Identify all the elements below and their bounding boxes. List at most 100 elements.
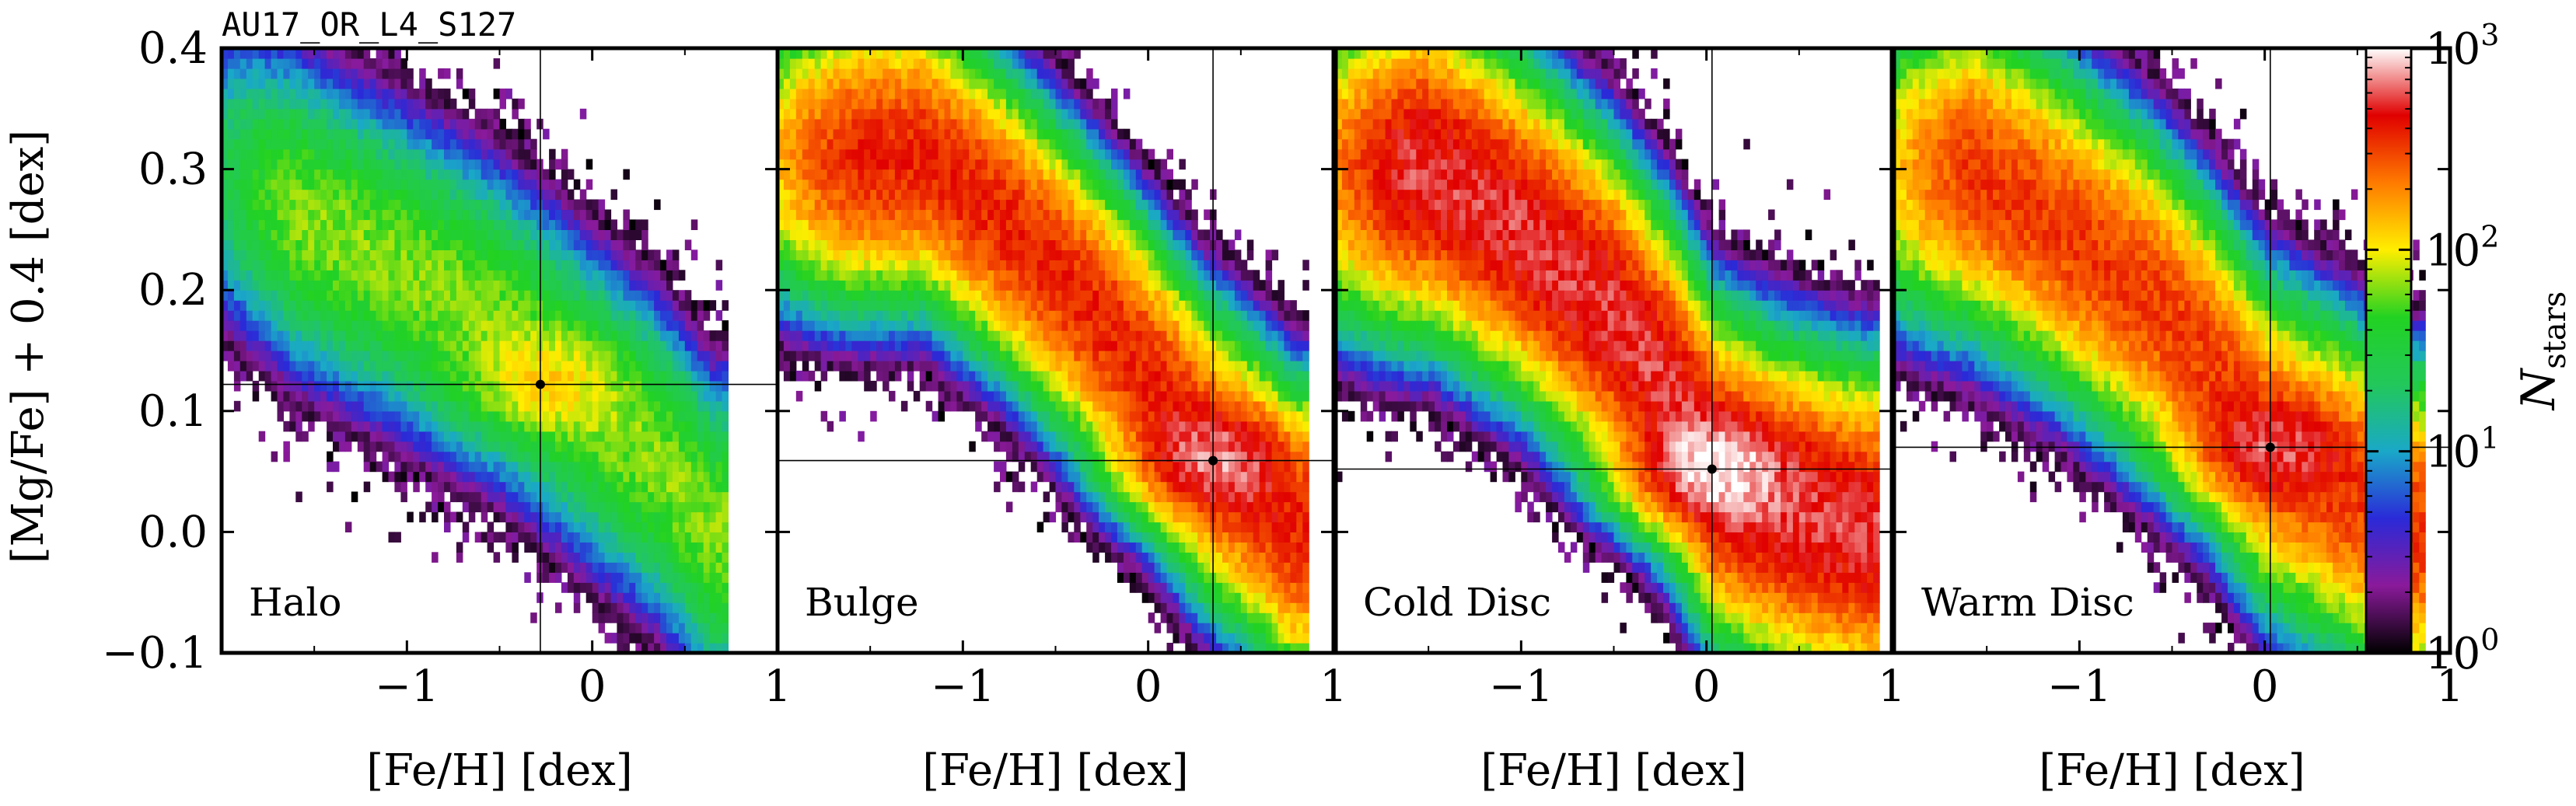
density-cell — [444, 290, 451, 301]
density-cell — [672, 643, 680, 653]
density-cell — [851, 300, 858, 311]
density-cell — [617, 451, 624, 462]
density-cell — [295, 179, 302, 190]
density-cell — [1024, 108, 1032, 120]
density-cell — [778, 68, 785, 79]
density-cell — [438, 88, 445, 99]
density-cell — [833, 159, 840, 170]
density-cell — [456, 219, 463, 230]
density-cell — [351, 361, 358, 372]
density-cell — [258, 229, 266, 240]
density-cell — [690, 491, 698, 503]
density-cell — [258, 330, 266, 341]
density-cell — [351, 420, 358, 432]
density-cell — [487, 431, 495, 442]
density-cell — [635, 491, 642, 503]
density-cell — [1030, 179, 1038, 190]
density-cell — [530, 229, 537, 240]
density-cell — [635, 592, 642, 603]
density-cell — [845, 159, 852, 170]
density-cell — [697, 612, 704, 623]
density-cell — [994, 310, 1001, 321]
density-cell — [617, 290, 624, 301]
density-cell — [407, 179, 414, 190]
density-cell — [623, 169, 630, 180]
density-cell — [271, 108, 278, 120]
density-cell — [308, 420, 315, 432]
density-cell — [376, 390, 383, 402]
density-cell — [246, 239, 253, 250]
density-cell — [394, 78, 401, 89]
density-cell — [795, 320, 803, 331]
density-cell — [690, 219, 698, 230]
density-cell — [474, 159, 482, 170]
density-cell — [382, 58, 390, 69]
density-cell — [778, 249, 785, 260]
density-cell — [246, 169, 253, 180]
density-cell — [289, 138, 296, 150]
density-cell — [239, 159, 247, 170]
density-cell — [1012, 239, 1019, 250]
density-cell — [357, 390, 365, 402]
density-cell — [302, 300, 309, 311]
density-cell — [629, 582, 636, 593]
density-cell — [567, 501, 575, 513]
density-cell — [344, 58, 352, 69]
density-cell — [394, 380, 401, 392]
density-cell — [894, 78, 902, 89]
density-cell — [573, 471, 581, 483]
density-cell — [975, 239, 982, 250]
density-cell — [549, 562, 556, 573]
density-cell — [283, 148, 290, 160]
density-cell — [561, 148, 568, 160]
density-cell — [795, 58, 803, 69]
density-cell — [931, 300, 939, 311]
density-cell — [388, 471, 395, 483]
density-cell — [666, 320, 673, 331]
density-cell — [610, 552, 617, 563]
density-cell — [474, 441, 482, 452]
density-cell — [344, 159, 352, 170]
density-cell — [382, 451, 390, 462]
density-cell — [820, 138, 828, 150]
density-cell — [864, 48, 871, 59]
density-cell — [530, 340, 537, 351]
density-cell — [684, 290, 692, 301]
density-cell — [388, 451, 395, 462]
density-cell — [413, 361, 420, 372]
density-cell — [795, 310, 803, 321]
density-cell — [369, 159, 377, 170]
density-cell — [462, 189, 470, 201]
density-cell — [333, 300, 340, 311]
density-cell — [413, 351, 420, 361]
density-cell — [499, 491, 506, 503]
density-cell — [635, 290, 642, 301]
density-cell — [864, 219, 871, 230]
density-cell — [697, 481, 704, 493]
density-cell — [264, 380, 272, 392]
density-cell — [1012, 58, 1019, 69]
density-cell — [690, 431, 698, 442]
density-cell — [1043, 189, 1050, 201]
density-cell — [925, 219, 933, 230]
density-cell — [314, 118, 321, 130]
density-cell — [795, 351, 803, 361]
density-cell — [963, 390, 970, 402]
density-cell — [376, 441, 383, 452]
density-cell — [456, 542, 463, 553]
density-cell — [487, 118, 495, 130]
density-cell — [320, 138, 327, 150]
density-cell — [493, 431, 501, 442]
density-cell — [648, 380, 655, 392]
density-cell — [1000, 431, 1007, 442]
density-cell — [641, 562, 648, 573]
density-cell — [561, 582, 568, 593]
density-cell — [814, 351, 822, 361]
density-cell — [981, 78, 988, 89]
density-cell — [493, 340, 501, 351]
density-cell — [363, 330, 371, 341]
density-cell — [320, 361, 327, 372]
density-cell — [969, 68, 976, 79]
density-cell — [264, 330, 272, 341]
density-cell — [629, 361, 636, 372]
